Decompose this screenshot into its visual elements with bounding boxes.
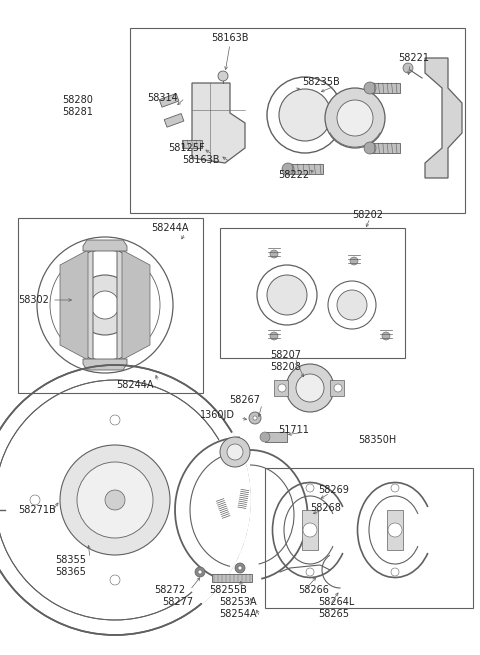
Circle shape [282, 163, 294, 175]
Text: 58163B: 58163B [211, 33, 249, 43]
Circle shape [249, 412, 261, 424]
Text: 58281: 58281 [62, 107, 93, 117]
Text: 58280: 58280 [62, 95, 93, 105]
Text: 58355: 58355 [55, 555, 86, 565]
Circle shape [337, 290, 367, 320]
Circle shape [278, 384, 286, 392]
Text: 58208: 58208 [270, 362, 301, 372]
Text: 58277: 58277 [162, 597, 193, 607]
Bar [302, 510, 318, 550]
Text: 58314: 58314 [148, 93, 179, 103]
Text: 51711: 51711 [278, 425, 309, 435]
Circle shape [279, 89, 331, 141]
Circle shape [388, 523, 402, 537]
Circle shape [391, 484, 399, 492]
Polygon shape [60, 250, 88, 360]
Circle shape [235, 563, 245, 573]
Text: 58271B: 58271B [18, 505, 56, 515]
Bar [288, 164, 323, 174]
Circle shape [296, 374, 324, 402]
Circle shape [303, 523, 317, 537]
Circle shape [270, 250, 278, 258]
Text: 58221: 58221 [398, 53, 429, 63]
Bar [330, 380, 344, 396]
Bar [265, 432, 287, 442]
Circle shape [306, 568, 314, 576]
Circle shape [105, 490, 125, 510]
Text: 58264L: 58264L [318, 597, 354, 607]
Circle shape [77, 462, 153, 538]
Circle shape [253, 416, 257, 420]
Circle shape [334, 384, 342, 392]
Circle shape [60, 445, 170, 555]
Polygon shape [65, 250, 93, 360]
Circle shape [227, 444, 243, 460]
Circle shape [110, 575, 120, 585]
Polygon shape [83, 359, 127, 370]
Bar [159, 94, 179, 107]
Circle shape [198, 570, 202, 574]
Circle shape [91, 291, 119, 319]
Bar [182, 140, 202, 148]
Circle shape [350, 257, 358, 265]
Circle shape [391, 568, 399, 576]
Polygon shape [122, 250, 150, 360]
Polygon shape [192, 83, 245, 163]
Text: 58254A: 58254A [219, 609, 257, 619]
Circle shape [364, 142, 376, 154]
Text: 58268: 58268 [310, 503, 341, 513]
Circle shape [260, 432, 270, 442]
Circle shape [110, 415, 120, 425]
Text: 58265: 58265 [318, 609, 349, 619]
Bar [265, 468, 473, 608]
Text: 58207: 58207 [270, 350, 301, 360]
Text: 58365: 58365 [55, 567, 86, 577]
Circle shape [30, 495, 40, 505]
Polygon shape [117, 250, 145, 360]
Text: 1360JD: 1360JD [200, 410, 235, 420]
Circle shape [267, 275, 307, 315]
Bar [387, 510, 403, 550]
Text: 58266: 58266 [298, 585, 329, 595]
Circle shape [238, 566, 242, 570]
Text: 58222: 58222 [278, 170, 310, 180]
Bar [370, 83, 400, 93]
Circle shape [75, 275, 135, 335]
Polygon shape [425, 58, 462, 178]
Circle shape [220, 437, 250, 467]
Circle shape [364, 82, 376, 94]
Circle shape [325, 88, 385, 148]
Text: 58272: 58272 [155, 585, 186, 595]
Text: 58255B: 58255B [209, 585, 247, 595]
Wedge shape [115, 432, 251, 604]
Circle shape [195, 567, 205, 577]
Circle shape [382, 332, 390, 340]
Circle shape [218, 71, 228, 81]
Text: 58253A: 58253A [219, 597, 257, 607]
Text: 58125F: 58125F [168, 143, 204, 153]
Circle shape [270, 332, 278, 340]
Circle shape [403, 63, 413, 73]
Bar [18, 218, 203, 393]
Text: 58202: 58202 [352, 210, 383, 220]
Bar [212, 574, 252, 582]
Bar [274, 380, 288, 396]
Text: 58267: 58267 [229, 395, 261, 405]
Circle shape [337, 100, 373, 136]
Text: 58244A: 58244A [116, 380, 154, 390]
Circle shape [306, 484, 314, 492]
Text: 58163B: 58163B [182, 155, 219, 165]
Circle shape [286, 364, 334, 412]
Text: 58269: 58269 [318, 485, 349, 495]
Bar [164, 113, 184, 127]
Polygon shape [83, 240, 127, 251]
Bar [220, 228, 405, 358]
Bar [130, 28, 465, 213]
Text: 58235B: 58235B [302, 77, 340, 87]
Text: 58350H: 58350H [358, 435, 396, 445]
Bar [370, 143, 400, 153]
Text: 58302: 58302 [18, 295, 49, 305]
Text: 58244A: 58244A [151, 223, 189, 233]
